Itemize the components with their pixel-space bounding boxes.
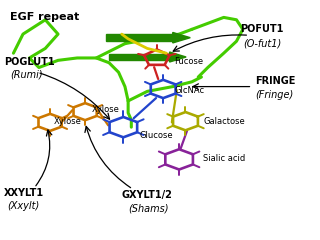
Polygon shape	[170, 52, 186, 62]
Polygon shape	[173, 32, 190, 43]
Text: Galactose: Galactose	[203, 117, 245, 126]
Text: GXYLT1/2: GXYLT1/2	[122, 190, 173, 200]
Text: Sialic acid: Sialic acid	[203, 154, 245, 163]
Text: XXYLT1: XXYLT1	[4, 188, 44, 198]
Text: POGLUT1: POGLUT1	[4, 57, 54, 66]
Text: EGF repeat: EGF repeat	[10, 12, 79, 22]
Text: (O-fut1): (O-fut1)	[243, 39, 281, 49]
Text: Xylose: Xylose	[92, 105, 119, 114]
Text: (Shams): (Shams)	[128, 203, 169, 213]
Text: GlcNAc: GlcNAc	[174, 86, 204, 95]
Text: Fucose: Fucose	[174, 57, 204, 66]
Text: Glucose: Glucose	[139, 131, 173, 140]
Polygon shape	[106, 34, 173, 41]
Text: (Fringe): (Fringe)	[256, 90, 294, 100]
Text: (Xxylt): (Xxylt)	[7, 201, 39, 211]
Text: (Rumi): (Rumi)	[10, 70, 43, 80]
Text: Xylose: Xylose	[53, 117, 81, 126]
Text: POFUT1: POFUT1	[240, 24, 283, 34]
Polygon shape	[109, 54, 170, 60]
Text: FRINGE: FRINGE	[256, 76, 296, 86]
